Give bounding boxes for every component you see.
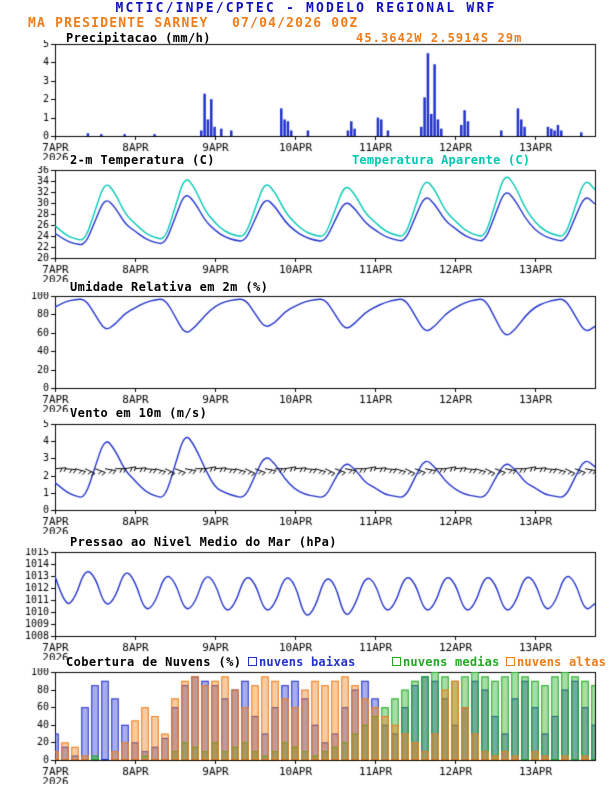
temperature-chart <box>0 166 612 282</box>
high-clouds-legend-label: nuvens altas <box>517 655 607 669</box>
pressure-title: Pressao ao Nivel Medio do Mar (hPa) <box>70 535 337 549</box>
low-clouds-legend: nuvens baixas <box>248 655 356 669</box>
humidity-chart <box>0 292 612 412</box>
model-title: MCTIC/INPE/CPTEC - MODELO REGIONAL WRF <box>115 1 497 16</box>
pressure-chart <box>0 548 612 660</box>
run-datetime: 07/04/2026 00Z <box>232 16 359 31</box>
temperature-title: 2-m Temperatura (C) <box>70 153 215 167</box>
high-clouds-swatch-icon <box>506 657 515 666</box>
low-clouds-legend-label: nuvens baixas <box>259 655 356 669</box>
wind-title: Vento em 10m (m/s) <box>70 406 208 420</box>
humidity-title: Umidade Relativa em 2m (%) <box>70 280 269 294</box>
high-clouds-legend: nuvens altas <box>506 655 606 669</box>
mid-clouds-legend: nuvens medias <box>392 655 500 669</box>
cloud-cover-title: Cobertura de Nuvens (%) <box>66 655 242 669</box>
station-name: MA PRESIDENTE SARNEY <box>28 16 209 31</box>
low-clouds-swatch-icon <box>248 657 257 666</box>
precipitation-chart <box>0 40 612 160</box>
wind-chart <box>0 420 612 534</box>
mid-clouds-legend-label: nuvens medias <box>403 655 500 669</box>
cloud-cover-chart <box>0 668 612 784</box>
precipitation-title: Precipitacao (mm/h) <box>66 31 211 45</box>
apparent-temperature-legend: Temperatura Aparente (C) <box>352 153 531 167</box>
mid-clouds-swatch-icon <box>392 657 401 666</box>
